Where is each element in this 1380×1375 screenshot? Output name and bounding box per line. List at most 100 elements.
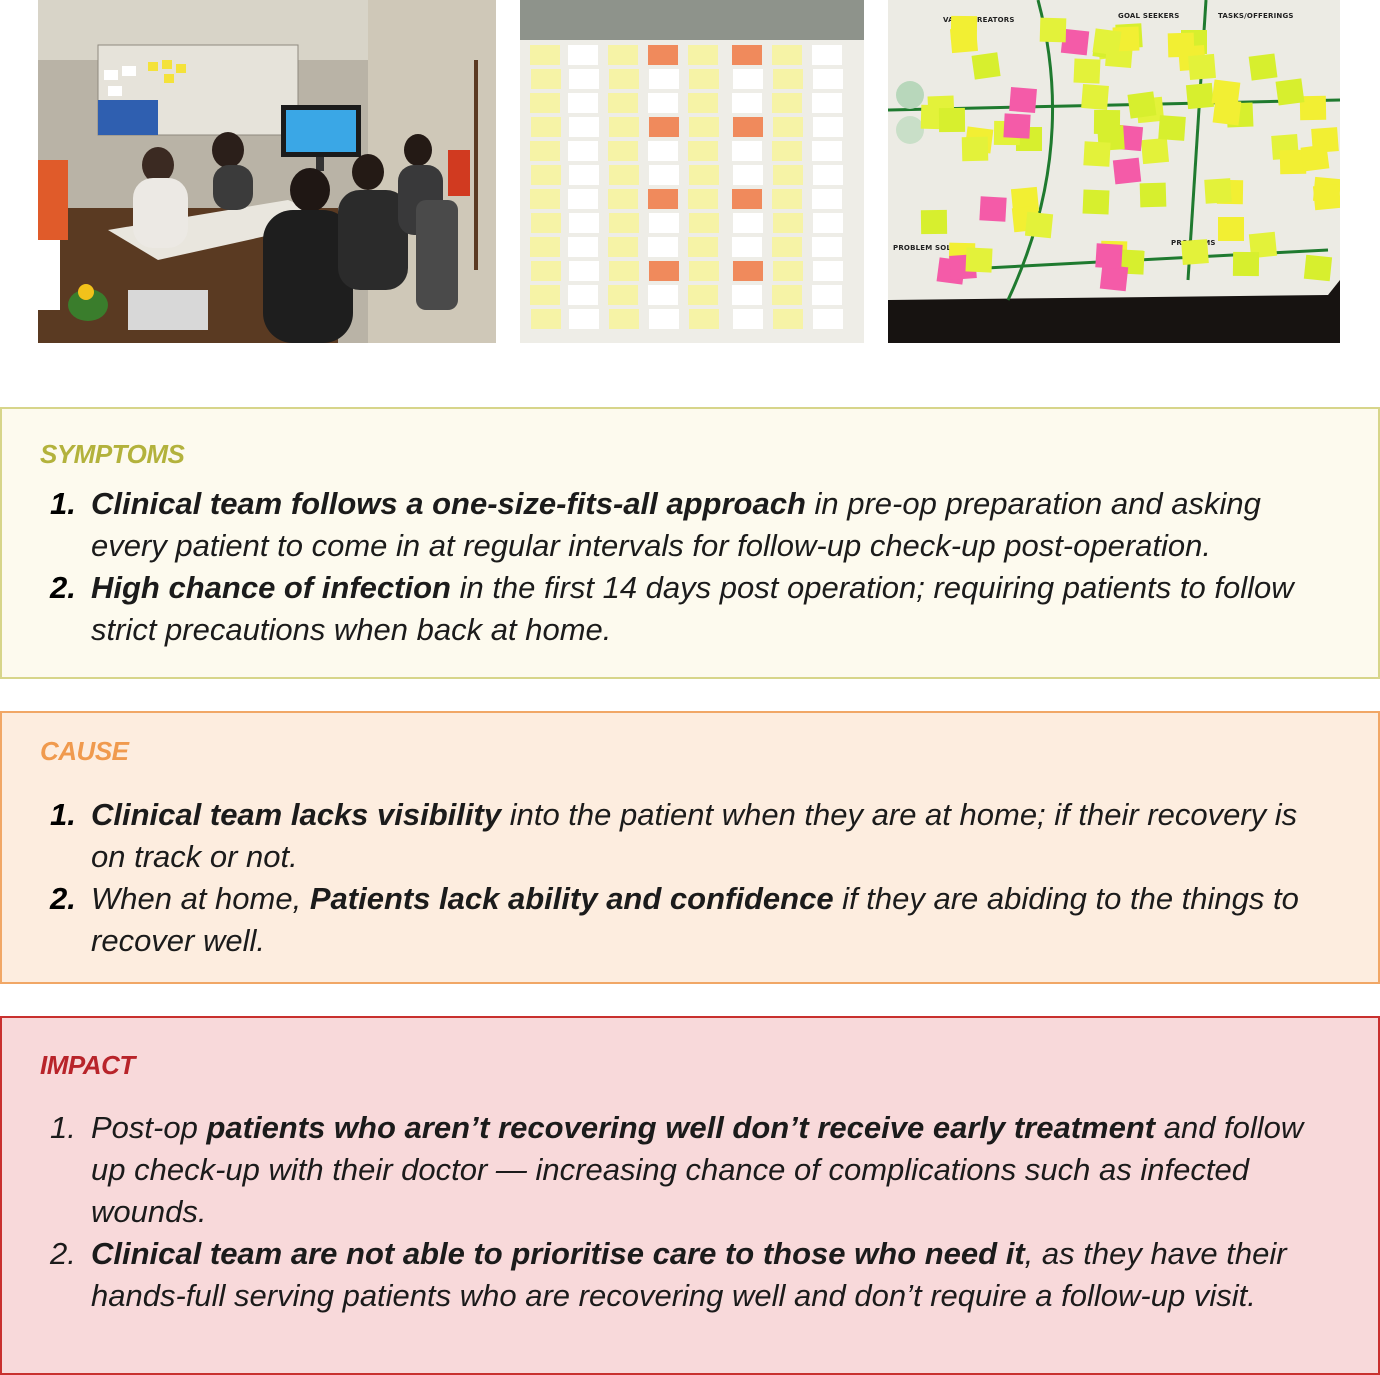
sticky-note <box>689 165 719 185</box>
sticky-note <box>688 93 718 113</box>
sticky-note <box>961 136 989 162</box>
sticky-note <box>569 309 599 329</box>
sticky-note <box>1127 91 1157 119</box>
sticky-note <box>689 309 719 329</box>
sticky-note <box>772 45 802 65</box>
board-label: TASKS/OFFERINGS <box>1218 12 1294 20</box>
sticky-note <box>531 69 561 89</box>
sticky-note <box>813 309 843 329</box>
impact-card: IMPACT <box>0 1016 1380 1375</box>
item-lead: Post-op <box>91 1110 207 1145</box>
item-text: , as they have their hands-full serving … <box>91 1236 1287 1313</box>
sticky-note <box>569 69 599 89</box>
sticky-note <box>1081 83 1109 110</box>
sticky-note <box>1093 109 1121 135</box>
sticky-note <box>1212 98 1242 126</box>
sticky-note <box>920 209 948 235</box>
sticky-note <box>938 107 966 133</box>
sticky-note <box>812 189 842 209</box>
sticky-note <box>688 141 718 161</box>
sticky-note <box>608 45 638 65</box>
impact-title: IMPACT <box>40 1050 135 1080</box>
sticky-note <box>813 117 843 137</box>
sticky-note <box>608 237 638 257</box>
symptoms-title: SYMPTOMS <box>40 439 185 469</box>
sticky-note <box>1060 28 1090 56</box>
sticky-note <box>813 165 843 185</box>
sticky-wall-photo <box>520 0 864 343</box>
sticky-note <box>1248 231 1278 259</box>
sticky-note <box>649 165 679 185</box>
sticky-note <box>568 285 598 305</box>
sticky-note <box>1218 217 1244 241</box>
sticky-note <box>812 285 842 305</box>
item-highlight: patients who aren’t recovering well don’… <box>206 1110 1156 1145</box>
sticky-note <box>1082 189 1110 215</box>
sticky-note <box>1279 149 1307 175</box>
cause-title: CAUSE <box>40 736 129 766</box>
sticky-note <box>689 69 719 89</box>
sticky-note <box>531 261 561 281</box>
sticky-note <box>772 237 802 257</box>
sticky-note <box>1140 137 1170 165</box>
sticky-note <box>688 45 718 65</box>
cause-card: CAUSE <box>0 711 1380 984</box>
sticky-note <box>688 189 718 209</box>
sticky-note <box>569 117 599 137</box>
workshop-photo <box>38 0 496 343</box>
sticky-note <box>609 261 639 281</box>
sticky-note <box>1303 254 1333 282</box>
sticky-note <box>812 141 842 161</box>
board-photo: VALUE CREATORS GOAL SEEKERS TASKS/OFFERI… <box>888 0 1340 343</box>
sticky-note <box>568 237 598 257</box>
sticky-note <box>732 45 762 65</box>
sticky-note <box>648 141 678 161</box>
item-highlight: Patients lack ability and confidence <box>309 881 834 916</box>
sticky-note <box>530 141 560 161</box>
item-number: 2. <box>50 881 76 916</box>
sticky-note <box>1099 264 1129 292</box>
sticky-note <box>649 309 679 329</box>
sticky-note <box>531 165 561 185</box>
list-item: 1. Post-op patients who aren’t recovering… <box>0 1107 1380 1233</box>
item-highlight: Clinical team follows a one-size-fits-al… <box>91 486 806 521</box>
sticky-note <box>1073 58 1101 84</box>
item-text: and follow up check-up with their doctor… <box>91 1110 1304 1229</box>
impact-list: 1. Post-op patients who aren’t recovering… <box>0 1107 1380 1317</box>
sticky-note <box>813 261 843 281</box>
sticky-note <box>569 165 599 185</box>
sticky-note <box>1009 86 1037 113</box>
symptoms-list: 1. Clinical team follows a one-size-fits-… <box>0 483 1380 651</box>
sticky-note <box>1167 32 1195 58</box>
sticky-note <box>530 285 560 305</box>
sticky-note <box>733 261 763 281</box>
sticky-note <box>772 189 802 209</box>
sticky-note <box>569 213 599 233</box>
sticky-note <box>1139 182 1167 208</box>
sticky-note <box>609 213 639 233</box>
sticky-note <box>733 69 763 89</box>
list-item: 2. Clinical team are not able to prioriti… <box>0 1233 1380 1317</box>
sticky-note <box>773 117 803 137</box>
list-item: 2. High chance of infection in the first … <box>0 567 1380 651</box>
sticky-note <box>733 165 763 185</box>
sticky-note <box>1092 28 1122 56</box>
sticky-note <box>812 237 842 257</box>
sticky-note <box>732 141 762 161</box>
sticky-note <box>732 285 762 305</box>
sticky-note <box>648 93 678 113</box>
sticky-note <box>1112 157 1142 185</box>
board-label: GOAL SEEKERS <box>1118 12 1179 20</box>
sticky-note <box>609 165 639 185</box>
sticky-note <box>568 45 598 65</box>
sticky-note <box>1039 17 1067 43</box>
item-number: 1. <box>50 486 76 521</box>
sticky-note <box>813 69 843 89</box>
sticky-note <box>568 189 598 209</box>
sticky-note <box>949 26 978 54</box>
sticky-note <box>648 189 678 209</box>
list-item: 1. Clinical team follows a one-size-fits-… <box>0 483 1380 567</box>
item-text: if they are abiding to the things to rec… <box>91 881 1299 958</box>
sticky-note <box>971 52 1001 80</box>
sticky-note <box>733 117 763 137</box>
